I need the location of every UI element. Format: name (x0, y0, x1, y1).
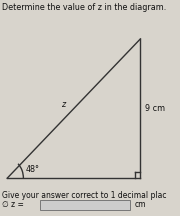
FancyBboxPatch shape (40, 200, 130, 210)
Text: ∅ z =: ∅ z = (2, 200, 24, 209)
Text: 48°: 48° (25, 165, 39, 174)
Text: Determine the value of z in the diagram.: Determine the value of z in the diagram. (2, 3, 166, 12)
Text: z: z (61, 100, 65, 109)
Text: cm: cm (135, 200, 147, 209)
Text: 9 cm: 9 cm (145, 104, 165, 113)
Text: Give your answer correct to 1 decimal plac: Give your answer correct to 1 decimal pl… (2, 191, 166, 200)
